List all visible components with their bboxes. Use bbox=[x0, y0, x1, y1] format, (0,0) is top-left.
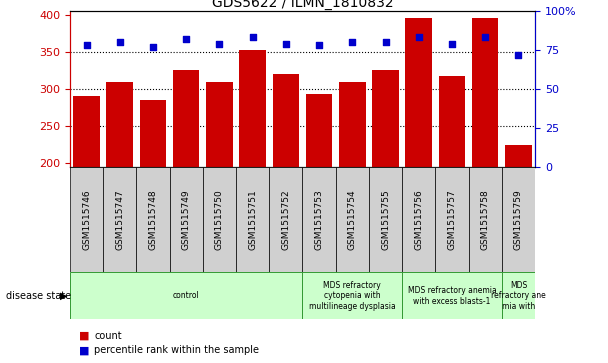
Text: GSM1515747: GSM1515747 bbox=[116, 189, 124, 250]
Bar bbox=[73, 96, 100, 312]
Text: GSM1515750: GSM1515750 bbox=[215, 189, 224, 250]
Text: GSM1515749: GSM1515749 bbox=[182, 189, 191, 250]
Bar bbox=[173, 70, 199, 312]
Point bbox=[514, 52, 523, 57]
Bar bbox=[70, 167, 103, 272]
Title: GDS5622 / ILMN_1810832: GDS5622 / ILMN_1810832 bbox=[212, 0, 393, 10]
Text: MDS
refractory ane
mia with: MDS refractory ane mia with bbox=[491, 281, 546, 311]
Text: count: count bbox=[94, 331, 122, 341]
Text: ▶: ▶ bbox=[60, 291, 67, 301]
Point bbox=[181, 36, 191, 42]
Point bbox=[248, 34, 258, 40]
Point bbox=[347, 39, 357, 45]
Bar bbox=[372, 70, 399, 312]
Text: GSM1515759: GSM1515759 bbox=[514, 189, 523, 250]
Point bbox=[381, 39, 390, 45]
Text: GSM1515752: GSM1515752 bbox=[282, 189, 291, 250]
Text: ■: ■ bbox=[79, 345, 89, 355]
Bar bbox=[402, 272, 502, 319]
Bar bbox=[203, 167, 236, 272]
Bar bbox=[336, 167, 369, 272]
Text: percentile rank within the sample: percentile rank within the sample bbox=[94, 345, 259, 355]
Bar bbox=[502, 272, 535, 319]
Text: GSM1515746: GSM1515746 bbox=[82, 189, 91, 250]
Bar bbox=[103, 167, 136, 272]
Bar bbox=[206, 82, 233, 312]
Bar bbox=[272, 74, 299, 312]
Text: GSM1515748: GSM1515748 bbox=[148, 189, 157, 250]
Point bbox=[81, 42, 91, 48]
Point bbox=[314, 42, 324, 48]
Text: control: control bbox=[173, 291, 199, 300]
Point bbox=[447, 41, 457, 46]
Point bbox=[480, 34, 490, 40]
Bar bbox=[435, 167, 469, 272]
Bar bbox=[140, 100, 166, 312]
Text: GSM1515757: GSM1515757 bbox=[447, 189, 457, 250]
Text: GSM1515755: GSM1515755 bbox=[381, 189, 390, 250]
Bar bbox=[402, 167, 435, 272]
Bar bbox=[136, 167, 170, 272]
Text: GSM1515753: GSM1515753 bbox=[314, 189, 323, 250]
Bar bbox=[306, 94, 333, 312]
Bar bbox=[269, 167, 302, 272]
Point bbox=[281, 41, 291, 46]
Bar bbox=[502, 167, 535, 272]
Bar bbox=[302, 167, 336, 272]
Bar bbox=[302, 272, 402, 319]
Bar bbox=[170, 167, 203, 272]
Bar bbox=[469, 167, 502, 272]
Point bbox=[414, 34, 424, 40]
Text: ■: ■ bbox=[79, 331, 89, 341]
Text: GSM1515756: GSM1515756 bbox=[414, 189, 423, 250]
Bar bbox=[406, 18, 432, 312]
Bar bbox=[369, 167, 402, 272]
Bar bbox=[439, 76, 465, 312]
Point bbox=[215, 41, 224, 46]
Bar bbox=[236, 167, 269, 272]
Text: MDS refractory
cytopenia with
multilineage dysplasia: MDS refractory cytopenia with multilinea… bbox=[309, 281, 396, 311]
Text: GSM1515754: GSM1515754 bbox=[348, 189, 357, 250]
Bar bbox=[106, 82, 133, 312]
Bar bbox=[472, 18, 499, 312]
Text: GSM1515758: GSM1515758 bbox=[481, 189, 489, 250]
Text: MDS refractory anemia
with excess blasts-1: MDS refractory anemia with excess blasts… bbox=[407, 286, 496, 306]
Bar bbox=[240, 50, 266, 312]
Bar bbox=[505, 146, 532, 312]
Point bbox=[148, 44, 158, 50]
Text: GSM1515751: GSM1515751 bbox=[248, 189, 257, 250]
Bar bbox=[70, 272, 302, 319]
Bar bbox=[339, 82, 365, 312]
Point bbox=[115, 39, 125, 45]
Text: disease state: disease state bbox=[6, 291, 71, 301]
